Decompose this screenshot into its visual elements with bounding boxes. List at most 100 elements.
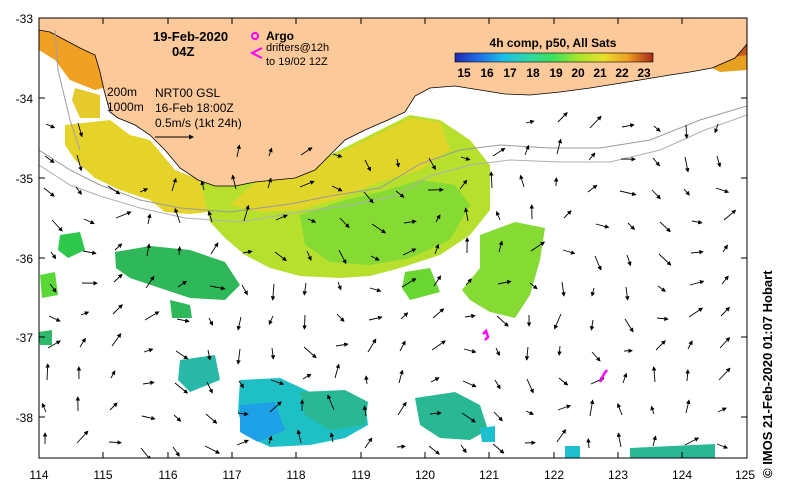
current-arrow [45, 363, 50, 381]
current-arrow [690, 249, 704, 255]
drifters-label: drifters@12h [266, 42, 329, 54]
velocity-scale-label: 0.5m/s (1kt 24h) [155, 116, 242, 130]
current-arrow [237, 411, 249, 417]
current-arrow [684, 156, 690, 173]
current-arrow [432, 308, 445, 319]
current-arrow [586, 438, 591, 449]
current-arrow [364, 159, 371, 172]
colorbar-tick-label: 20 [571, 66, 585, 80]
current-arrow [146, 243, 151, 257]
current-arrow [557, 404, 572, 411]
current-arrow [553, 313, 562, 330]
current-arrow [49, 283, 57, 293]
current-arrow [718, 367, 731, 381]
current-arrow [395, 158, 401, 168]
current-arrow [210, 242, 219, 255]
current-arrow [177, 246, 182, 256]
current-arrow [139, 188, 149, 193]
current-arrow [208, 317, 214, 326]
current-arrow [270, 347, 276, 360]
current-arrow [41, 402, 47, 413]
product-label: NRT00 GSL [155, 86, 220, 100]
current-arrow [691, 219, 703, 225]
y-tick-label: -37 [16, 331, 34, 345]
current-arrow [141, 415, 156, 421]
current-arrow [175, 350, 189, 360]
current-arrow [44, 155, 55, 164]
isobath-200m [39, 105, 747, 213]
current-arrow [460, 444, 467, 454]
colorbar-tick-label: 19 [549, 66, 563, 80]
map-date: 19-Feb-2020 [153, 29, 228, 44]
argo-icon [251, 32, 259, 40]
y-tick-label: -35 [16, 172, 34, 186]
current-arrow [561, 281, 566, 297]
current-arrow [653, 125, 661, 132]
current-arrow [619, 190, 637, 197]
x-tick-label: 115 [93, 468, 112, 482]
colorbar-tick-label: 22 [615, 66, 629, 80]
current-arrow [302, 314, 307, 330]
x-tick-label: 123 [608, 468, 628, 482]
current-arrow [79, 337, 86, 348]
sst-patch-green-3 [402, 268, 440, 300]
current-arrow [144, 311, 160, 321]
current-arrow [557, 112, 568, 123]
current-arrow [492, 443, 505, 454]
current-arrow [142, 380, 155, 386]
current-arrow [306, 250, 312, 261]
current-arrow [529, 282, 538, 290]
x-tick-label: 120 [415, 468, 435, 482]
current-arrow [299, 180, 315, 188]
x-tick-label: 125 [735, 468, 755, 482]
current-arrow [715, 187, 730, 194]
current-arrow [589, 115, 602, 129]
current-arrow [524, 144, 530, 156]
current-arrow [489, 171, 494, 189]
current-arrow [206, 381, 213, 394]
y-tick-label: -36 [16, 252, 34, 266]
current-arrow [48, 315, 61, 322]
current-arrow [173, 414, 182, 422]
isobath-1000m [39, 114, 747, 223]
current-arrow [236, 439, 249, 446]
x-axis: 114 115 116 117 118 119 120 121 122 123 … [29, 468, 755, 482]
current-arrow [429, 411, 442, 416]
current-arrow [275, 214, 288, 221]
current-arrow [51, 219, 63, 232]
current-arrow [395, 190, 405, 198]
current-arrow [147, 213, 152, 225]
isobath-1000m-label: 1000m [107, 100, 144, 114]
current-arrow [205, 413, 218, 424]
current-arrow [722, 244, 728, 253]
current-arrow [493, 411, 503, 422]
current-arrow [327, 394, 335, 411]
current-arrow [562, 249, 576, 255]
current-arrow [332, 153, 343, 158]
current-arrow [402, 248, 417, 256]
current-arrow [207, 210, 213, 223]
colorbar-tick-label: 17 [503, 66, 517, 80]
x-tick-label: 124 [672, 468, 692, 482]
current-arrow [269, 401, 282, 413]
current-arrow [236, 316, 242, 331]
current-arrow [397, 401, 407, 416]
colorbar-tick-label: 15 [457, 66, 471, 80]
current-arrow [622, 372, 628, 384]
current-arrow [459, 179, 468, 190]
current-arrow [338, 249, 347, 265]
current-arrow [50, 251, 57, 260]
current-arrow [112, 304, 123, 315]
current-arrow [400, 312, 409, 320]
current-arrow [307, 218, 317, 223]
current-arrow [303, 346, 317, 359]
current-arrow [525, 410, 535, 415]
current-arrow [238, 380, 245, 389]
current-arrow [683, 188, 690, 196]
plot-frame [38, 17, 748, 459]
current-arrow [329, 432, 335, 443]
current-arrow [652, 157, 660, 167]
current-arrow [685, 399, 691, 414]
current-arrow [337, 281, 342, 291]
current-arrow [430, 377, 440, 383]
